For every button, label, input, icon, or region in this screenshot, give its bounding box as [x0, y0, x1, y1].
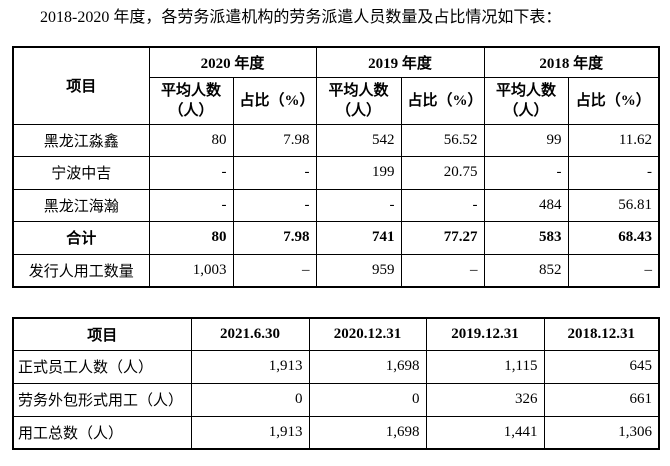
- cell: 661: [543, 382, 660, 417]
- table-row: 用工总数（人） 1,913 1,698 1,441 1,306: [12, 415, 660, 450]
- cell: 80: [148, 123, 234, 157]
- cell: 1,698: [308, 349, 427, 384]
- cell: 7.98: [232, 221, 317, 255]
- cell: 1,698: [308, 415, 427, 450]
- cell: 645: [543, 349, 660, 384]
- year-header: 2020 年度: [148, 46, 317, 78]
- cell: 1,003: [148, 253, 234, 287]
- cell: 959: [315, 253, 402, 287]
- header-row: 项目 2021.6.30 2020.12.31 2019.12.31 2018.12.3…: [12, 317, 660, 351]
- header-cell: 2018.12.31: [543, 317, 660, 351]
- cell: 542: [315, 123, 402, 157]
- cell: –: [400, 253, 485, 287]
- cell: 黑龙江淼鑫: [12, 123, 150, 157]
- cell: 56.81: [567, 188, 660, 222]
- cell: 用工总数（人）: [12, 415, 192, 450]
- table-row: 发行人用工数量 1,003–959–852–: [12, 253, 660, 287]
- cell: 0: [190, 382, 310, 417]
- table-row: 黑龙江淼鑫 80 7.98 542 56.52 99 11.62: [12, 123, 660, 157]
- cell: –: [232, 253, 317, 287]
- cell: 741: [315, 221, 402, 255]
- header-cell: 2021.6.30: [190, 317, 310, 351]
- header-cell: 2019.12.31: [425, 317, 545, 351]
- cell: -: [400, 188, 485, 222]
- cell: 劳务外包形式用工（人）: [12, 382, 192, 417]
- cell: 1,913: [190, 415, 310, 450]
- table-employees: 项目 2021.6.30 2020.12.31 2019.12.31 2018.12.3…: [12, 317, 660, 450]
- sub-header: 占比（%）: [232, 76, 317, 125]
- table-row: 劳务外包形式用工（人） 0 0 326 661: [12, 382, 660, 417]
- cell: 56.52: [400, 123, 485, 157]
- cell: 1,913: [190, 349, 310, 384]
- cell: 1,441: [425, 415, 545, 450]
- cell: 583: [483, 221, 569, 255]
- table-row: 合计 80 7.98 741 77.27 583 68.43: [12, 221, 660, 255]
- cell: 484: [483, 188, 569, 222]
- cell: –: [567, 253, 660, 287]
- header-cell: 2020.12.31: [308, 317, 427, 351]
- sub-header: 占比（%）: [400, 76, 485, 125]
- cell: 68.43: [567, 221, 660, 255]
- header-cell: 项目: [12, 317, 192, 351]
- table-row: 正式员工人数（人） 1,913 1,698 1,115 645: [12, 349, 660, 384]
- cell: 852: [483, 253, 569, 287]
- cell: 199: [315, 156, 402, 190]
- cell: 1,306: [543, 415, 660, 450]
- cell: 80: [148, 221, 234, 255]
- cell: -: [148, 188, 234, 222]
- cell: 正式员工人数（人）: [12, 349, 192, 384]
- cell: 发行人用工数量: [12, 253, 150, 287]
- table-row: 宁波中吉 - -199 20.75- -: [12, 156, 660, 190]
- sub-header: 占比（%）: [567, 76, 660, 125]
- cell: 宁波中吉: [12, 156, 150, 190]
- cell: 合计: [12, 221, 150, 255]
- cell: -: [232, 156, 317, 190]
- header-row: 平均人数（人） 占比（%） 平均人数（人） 占比（%） 平均人数（人） 占比（%）: [13, 76, 660, 125]
- sub-header: 平均人数（人）: [315, 76, 402, 125]
- cell: 7.98: [232, 123, 317, 157]
- cell: 11.62: [567, 123, 660, 157]
- year-header: 2019 年度: [315, 46, 485, 78]
- cell: -: [148, 156, 234, 190]
- sub-header: 平均人数（人）: [148, 76, 234, 125]
- table-staffing: 项目 2020 年度 2019 年度 2018 年度 平均人数（人） 占比（%） 平均人数（…: [12, 46, 661, 288]
- cell: 1,115: [425, 349, 545, 384]
- cell: -: [567, 156, 660, 190]
- cell: 77.27: [400, 221, 485, 255]
- cell: 黑龙江海瀚: [12, 188, 150, 222]
- sub-header: 平均人数（人）: [483, 76, 569, 125]
- cell: -: [232, 188, 317, 222]
- table-row: 黑龙江海瀚 - - - -484 56.81: [12, 188, 660, 222]
- cell: 326: [425, 382, 545, 417]
- title: 2018-2020 年度，各劳务派遣机构的劳务派遣人员数量及占比情况如下表：: [40, 9, 562, 26]
- year-header: 2018 年度: [483, 46, 660, 78]
- header-row: 项目 2020 年度 2019 年度 2018 年度: [12, 46, 660, 125]
- cell: 99: [483, 123, 569, 157]
- cell: 0: [308, 382, 427, 417]
- header-cell: 项目: [12, 46, 150, 125]
- cell: -: [483, 156, 569, 190]
- cell: -: [315, 188, 402, 222]
- cell: 20.75: [400, 156, 485, 190]
